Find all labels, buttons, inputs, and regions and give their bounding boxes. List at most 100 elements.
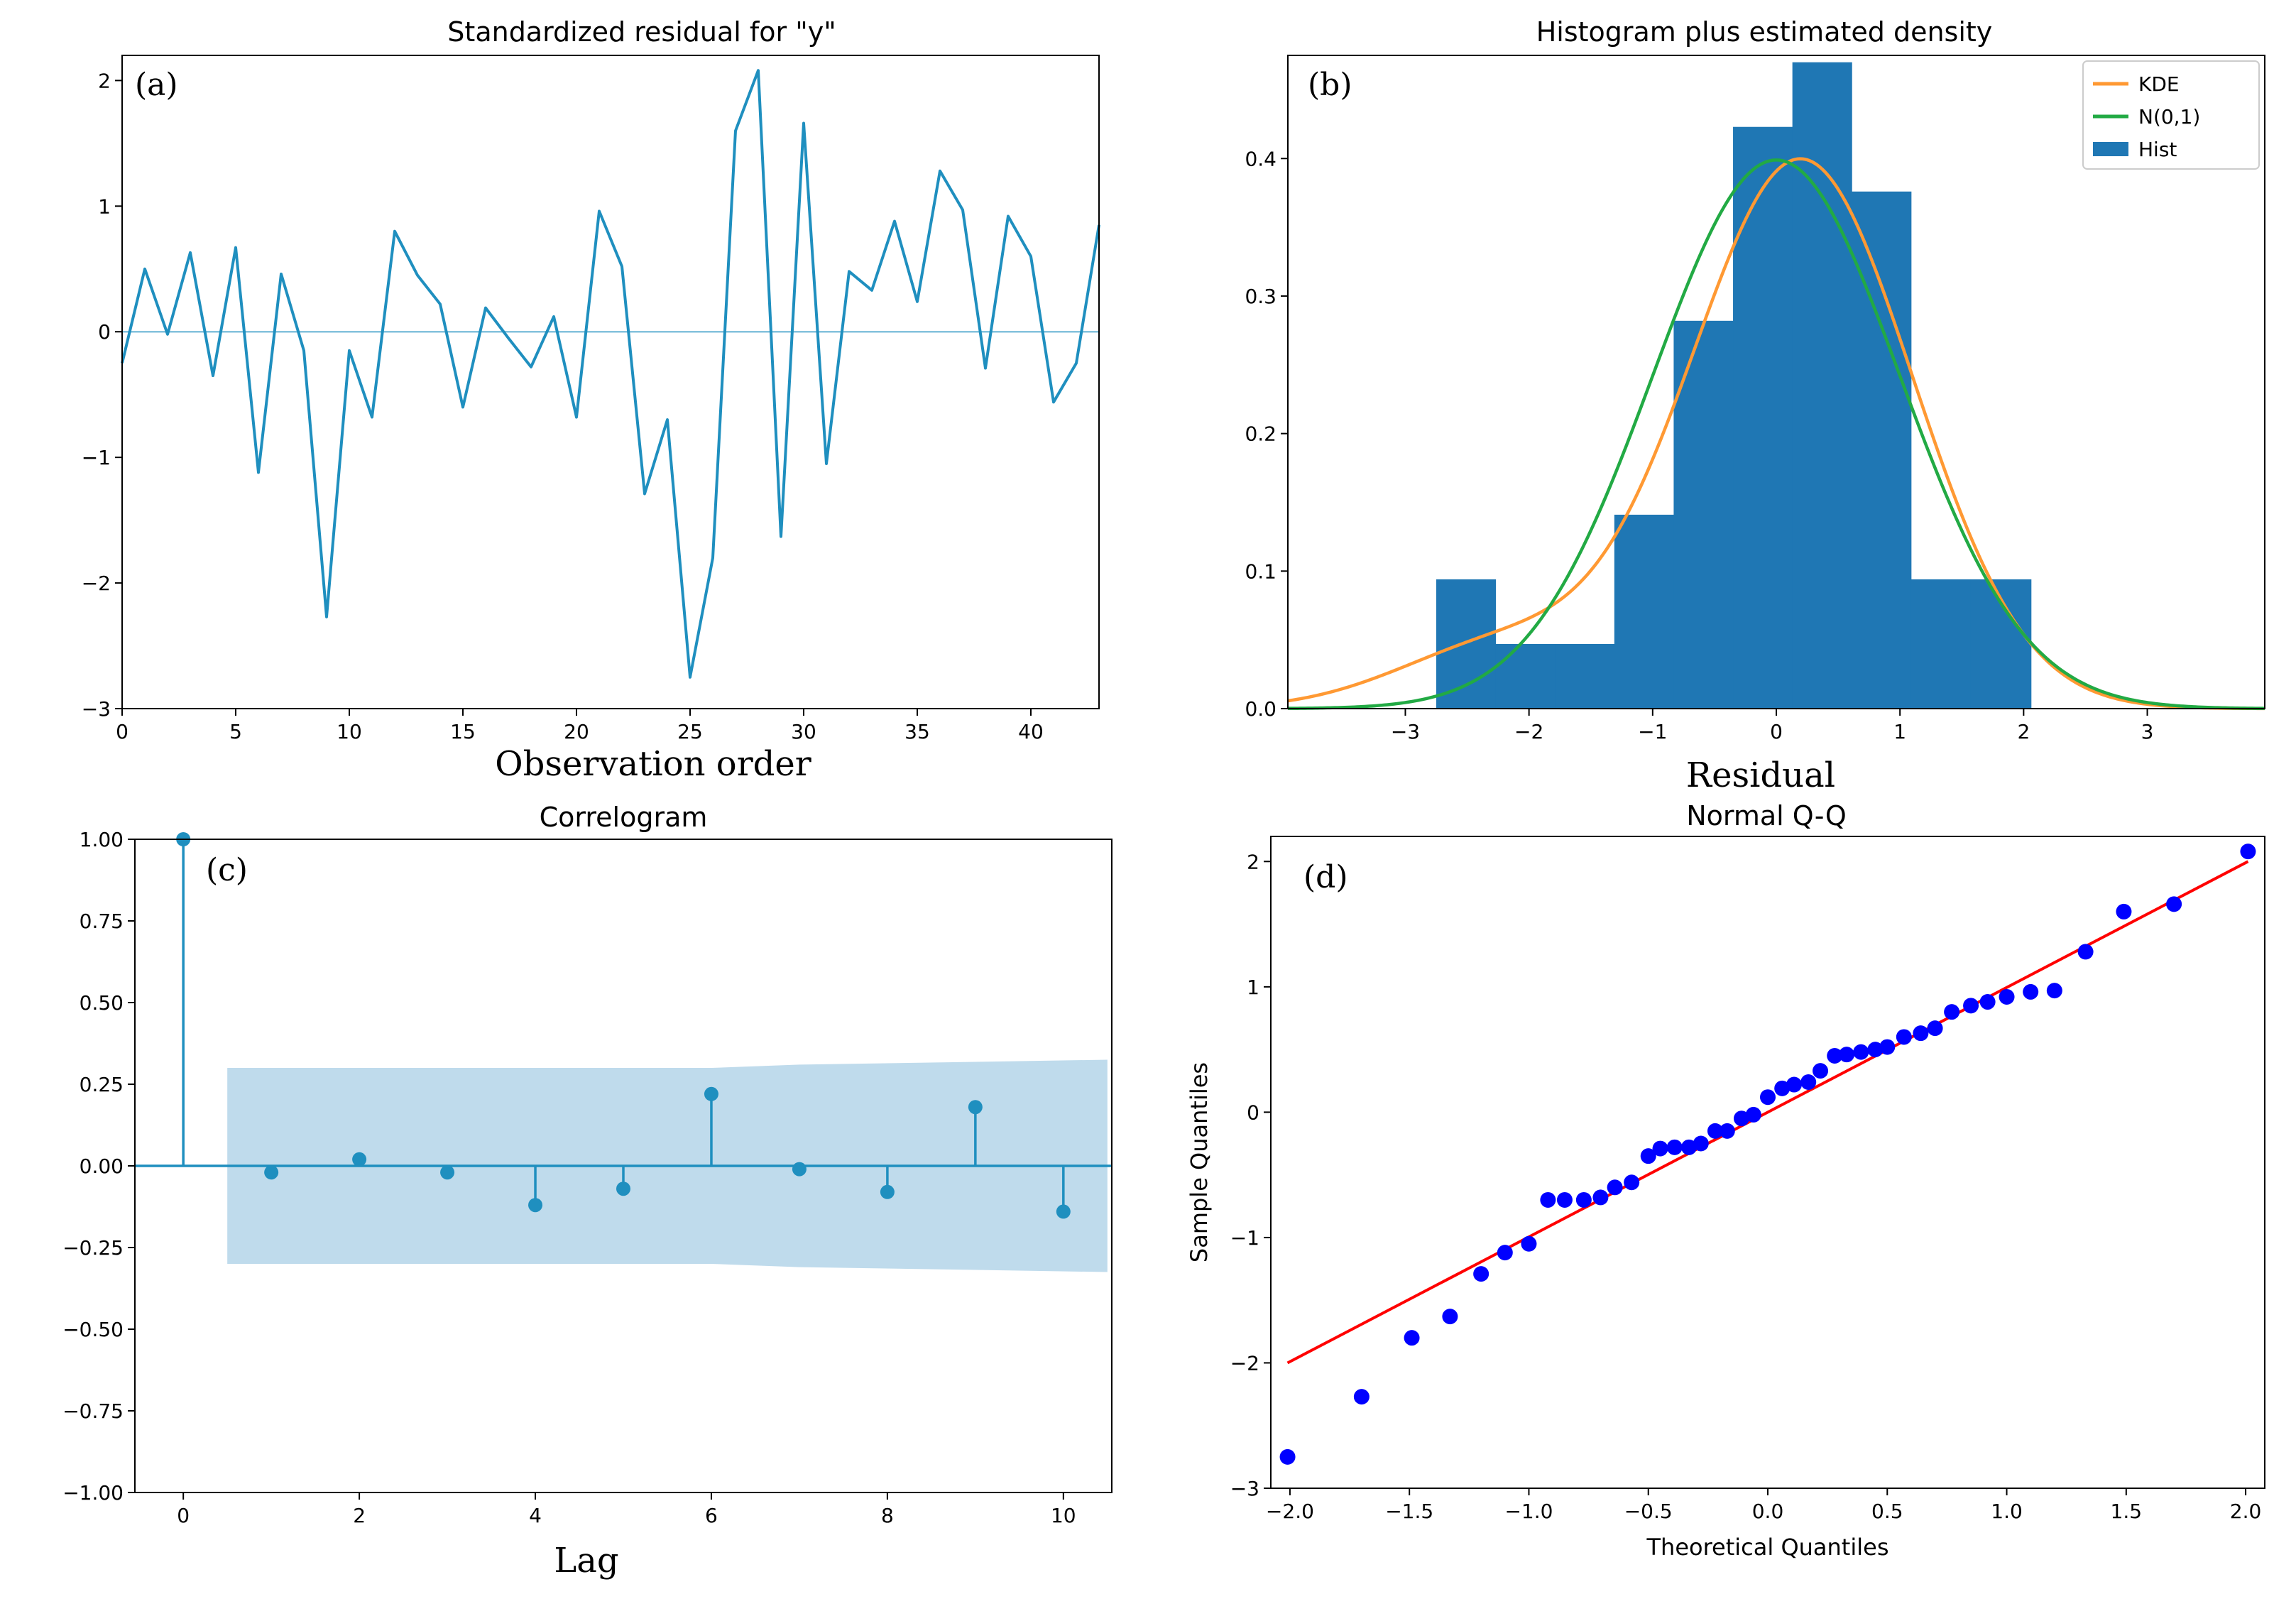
panel-d-qq-point: [1719, 1123, 1735, 1139]
panel-b-hist-bar: [1614, 514, 1674, 709]
panel-b-xtick-label: −3: [1391, 720, 1420, 743]
panel-d-qq-point: [1556, 1191, 1573, 1208]
panel-d-xtick-label: 1.0: [1991, 1500, 2023, 1523]
panel-c-xtick-label: 4: [529, 1504, 542, 1527]
panel-b-ytick-label: 0.2: [1245, 422, 1277, 446]
panel-d-qq-point: [1624, 1174, 1640, 1191]
panel-d-qq-point: [1896, 1029, 1912, 1045]
panel-c-ytick-label: −1.00: [62, 1481, 124, 1505]
panel-d-qq-point: [1786, 1076, 1803, 1093]
panel-b-ytick-label: 0.3: [1245, 285, 1277, 308]
panel-d-qq-point: [1680, 1139, 1697, 1155]
panel-a-ytick-label: −1: [82, 446, 111, 469]
panel-c-ytick-label: −0.50: [62, 1318, 124, 1341]
panel-d-ytick-label: 2: [1247, 850, 1259, 873]
panel-d-qq-point: [1800, 1074, 1817, 1091]
panel-c-plot-area: 0 2 4 6 8 10 1.00 0.75 0.50 0.25 0.00 −0.25 −0.50 −0.…: [62, 828, 1112, 1527]
panel-d-qq-point: [1999, 988, 2015, 1005]
panel-c-ytick-label: 0.25: [80, 1073, 124, 1096]
panel-a-frame: [121, 55, 1100, 709]
panel-b-xtick-label: 3: [2141, 720, 2154, 743]
panel-c-ytick-label: 0.00: [80, 1155, 124, 1178]
panel-c-xtick-label: 8: [881, 1504, 894, 1527]
panel-d-qq-point: [1745, 1106, 1761, 1123]
legend-normal-label: N(0,1): [2138, 105, 2200, 129]
panel-b-title: Histogram plus estimated density: [1536, 16, 1993, 48]
panel-d-qq-point: [1813, 1063, 1829, 1079]
panel-a-xtick-label: 10: [337, 720, 362, 743]
panel-a-xtick-label: 25: [677, 720, 703, 743]
panel-d-qq-point: [1521, 1235, 1537, 1252]
panel-a-title: Standardized residual for "y": [447, 16, 836, 48]
panel-d-ytick-label: 1: [1247, 976, 1259, 999]
panel-d-ytick-label: −1: [1230, 1226, 1259, 1250]
panel-d-qq-point: [2023, 983, 2039, 1000]
panel-c-stem-marker: [968, 1100, 983, 1115]
panel-c-frame: [134, 839, 1113, 1493]
panel-d-qq-point: [1693, 1135, 1709, 1152]
panel-d-qq-point: [1760, 1089, 1776, 1106]
panel-d-qq-point: [1913, 1025, 1929, 1042]
panel-a-xtick-label: 40: [1018, 720, 1044, 743]
panel-b-xtick-label: −2: [1514, 720, 1543, 743]
panel-b-ytick-label: 0.0: [1245, 697, 1277, 721]
panel-b-hist-bar: [1910, 579, 1971, 709]
panel-d-qq-point: [1707, 1123, 1723, 1139]
panel-d-qq-point: [1853, 1044, 1869, 1060]
panel-d-xtick-label: 0.0: [1752, 1500, 1784, 1523]
panel-b-hist-bar: [1733, 126, 1793, 709]
panel-b-hist-bar: [1555, 643, 1615, 709]
panel-d-qq-point: [2077, 944, 2094, 960]
panel-a-letter: (a): [135, 67, 178, 103]
panel-b-kde-curve: [1287, 157, 2265, 711]
panel-d-qq-point: [2240, 844, 2256, 860]
panel-d-qq-point: [1279, 1448, 1296, 1465]
panel-c-xtick-label: 10: [1051, 1504, 1076, 1527]
panel-d-xtick-label: −2.0: [1266, 1500, 1314, 1523]
panel-c-xtick-label: 0: [177, 1504, 190, 1527]
panel-b-ytick-label: 0.1: [1245, 560, 1277, 583]
panel-d-xtick-label: −1.5: [1385, 1500, 1433, 1523]
panel-c-stem-marker: [792, 1162, 807, 1177]
panel-c-xlabel: Lag: [554, 1541, 618, 1581]
panel-d-ytick-label: −3: [1230, 1477, 1259, 1500]
panel-a-xtick-label: 0: [116, 720, 129, 743]
panel-c-xtick-label: 6: [705, 1504, 718, 1527]
panel-d-qq-point: [1927, 1020, 1943, 1037]
panel-b-xtick-label: 0: [1770, 720, 1783, 743]
panel-b-xtick-label: 2: [2017, 720, 2030, 743]
panel-b-xtick-label: −1: [1638, 720, 1667, 743]
panel-d-qq-point: [2166, 896, 2182, 912]
panel-d-ylabel: Sample Quantiles: [1186, 1062, 1213, 1262]
legend-kde-label: KDE: [2138, 72, 2180, 96]
panel-d-frame: [1270, 836, 2265, 1489]
panel-c-ytick-label: 0.50: [80, 991, 124, 1015]
panel-c-xtick-label: 2: [353, 1504, 366, 1527]
panel-a-xtick-label: 30: [791, 720, 816, 743]
panel-b-plot-area: −3 −2 −1 0 1 2 3 0.0 0.1 0.2 0.3 0.4: [1245, 62, 2265, 743]
panel-b-hist-bar: [1852, 191, 1912, 709]
panel-d-qq-point: [1473, 1266, 1489, 1282]
panel-b-hist-bar: [1436, 579, 1497, 709]
panel-a-residual-plot: Standardized residual for "y" 0 5 10 15 20 25…: [82, 16, 1100, 784]
panel-a-ytick-label: 2: [98, 69, 111, 92]
panel-d-qq-point: [1867, 1042, 1884, 1058]
panel-a-plot-area: 0 5 10 15 20 25 30 35 40 −3 −2 −1 0 1 2: [82, 69, 1100, 743]
panel-a-ytick-label: −3: [82, 697, 111, 721]
panel-d-xtick-label: 1.5: [2111, 1500, 2143, 1523]
panel-d-qq-point: [1652, 1140, 1668, 1157]
panel-d-qq-point: [1963, 998, 1979, 1014]
panel-d-qq-point: [2116, 903, 2132, 919]
panel-d-letter: (d): [1303, 859, 1348, 895]
panel-b-xtick-label: 1: [1893, 720, 1906, 743]
panel-d-xtick-label: −0.5: [1624, 1500, 1673, 1523]
panel-d-xtick-label: 0.5: [1871, 1500, 1903, 1523]
panel-d-qq-point: [1944, 1004, 1960, 1020]
panel-d-qq-point: [1979, 994, 1996, 1010]
panel-c-stem-marker: [704, 1086, 718, 1101]
panel-d-qq-point: [2046, 983, 2062, 999]
panel-b-normal-curve: [1287, 158, 2265, 710]
panel-a-ytick-label: 0: [98, 320, 111, 344]
panel-c-stem-marker: [616, 1181, 630, 1196]
